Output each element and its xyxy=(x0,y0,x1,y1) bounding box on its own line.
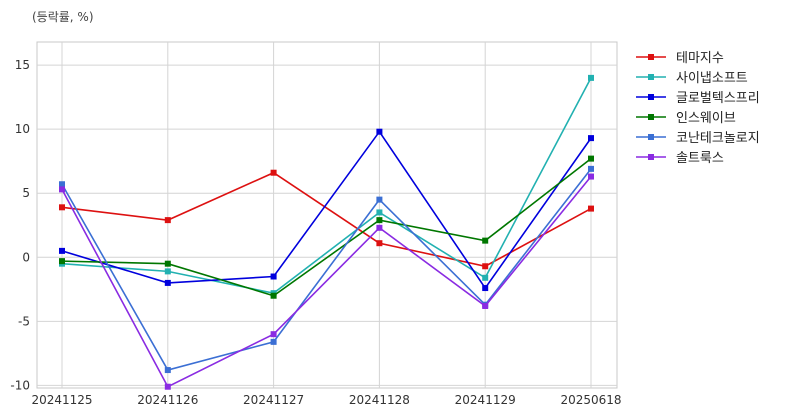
x-tick-label: 20241129 xyxy=(455,393,516,407)
legend-marker xyxy=(648,74,654,80)
y-tick-label: 10 xyxy=(15,122,30,136)
plot-area xyxy=(36,41,618,389)
series-line xyxy=(61,157,592,297)
data-point xyxy=(164,260,171,267)
data-point xyxy=(164,217,171,224)
data-point xyxy=(482,302,489,309)
legend-marker xyxy=(648,54,654,60)
data-point xyxy=(588,74,594,81)
legend-item: 글로벌텍스프리 xyxy=(636,91,760,106)
data-point xyxy=(376,224,383,231)
x-tick-label: 20250618 xyxy=(560,393,621,407)
legend-marker xyxy=(648,114,654,120)
data-point xyxy=(164,367,171,374)
y-tick-label: 0 xyxy=(22,250,30,264)
data-point xyxy=(588,155,594,162)
x-tick-label: 20241128 xyxy=(349,393,410,407)
legend-item: 솔트룩스 xyxy=(636,151,724,166)
y-tick-label: 15 xyxy=(15,58,30,72)
y-axis-ticks: 15 10 5 0 -5 -10 xyxy=(10,58,30,392)
legend-label: 사이냅소프트 xyxy=(676,71,748,86)
series-5 xyxy=(59,173,594,390)
data-point xyxy=(376,209,383,216)
data-point xyxy=(588,205,594,212)
data-point xyxy=(59,186,65,193)
data-point xyxy=(164,279,171,286)
series-3 xyxy=(59,155,594,299)
x-axis-ticks: 20241125 20241126 20241127 20241128 20241129… xyxy=(31,393,621,407)
data-point xyxy=(164,268,171,275)
legend-marker xyxy=(648,134,654,140)
series-0 xyxy=(59,169,594,270)
series-line xyxy=(61,130,592,290)
data-point xyxy=(482,263,489,270)
series-line xyxy=(61,168,592,371)
y-tick-label: 5 xyxy=(22,186,30,200)
data-point xyxy=(376,128,383,135)
legend-label: 솔트룩스 xyxy=(676,151,724,166)
series-line xyxy=(61,171,592,268)
data-point xyxy=(59,258,65,265)
data-point xyxy=(164,383,171,390)
x-tick-label: 20241127 xyxy=(243,393,304,407)
data-point xyxy=(588,135,594,142)
legend-item: 테마지수 xyxy=(636,51,724,66)
data-point xyxy=(588,173,594,180)
y-tick-label: -10 xyxy=(10,378,30,392)
series-line xyxy=(61,77,592,295)
legend-item: 사이냅소프트 xyxy=(636,71,748,86)
data-point xyxy=(482,285,489,292)
data-point xyxy=(376,217,383,224)
legend-label: 글로벌텍스프리 xyxy=(676,91,760,106)
legend-item: 코난테크놀로지 xyxy=(636,131,760,146)
series-2 xyxy=(59,128,594,292)
data-point xyxy=(270,338,277,345)
legend-label: 인스웨이브 xyxy=(676,111,736,126)
data-point xyxy=(270,169,277,176)
x-tick-label: 20241126 xyxy=(137,393,198,407)
data-point xyxy=(588,165,594,172)
y-tick-label: -5 xyxy=(18,314,30,328)
legend-item: 인스웨이브 xyxy=(636,111,736,126)
data-point xyxy=(376,196,383,203)
data-point xyxy=(270,292,277,299)
data-point xyxy=(59,247,65,254)
data-point xyxy=(482,237,489,244)
data-point xyxy=(59,204,65,211)
legend-marker xyxy=(648,94,654,100)
legend-label: 테마지수 xyxy=(676,51,724,66)
data-point xyxy=(59,181,65,188)
legend-marker xyxy=(648,154,654,160)
data-point xyxy=(482,274,489,281)
series-lines xyxy=(59,74,594,390)
data-point xyxy=(270,273,277,280)
data-point xyxy=(376,240,383,247)
data-point xyxy=(270,331,277,338)
unit-label: (등락률, %) xyxy=(32,10,94,24)
x-tick-label: 20241125 xyxy=(31,393,92,407)
series-line xyxy=(61,176,592,388)
legend-label: 코난테크놀로지 xyxy=(676,131,760,146)
